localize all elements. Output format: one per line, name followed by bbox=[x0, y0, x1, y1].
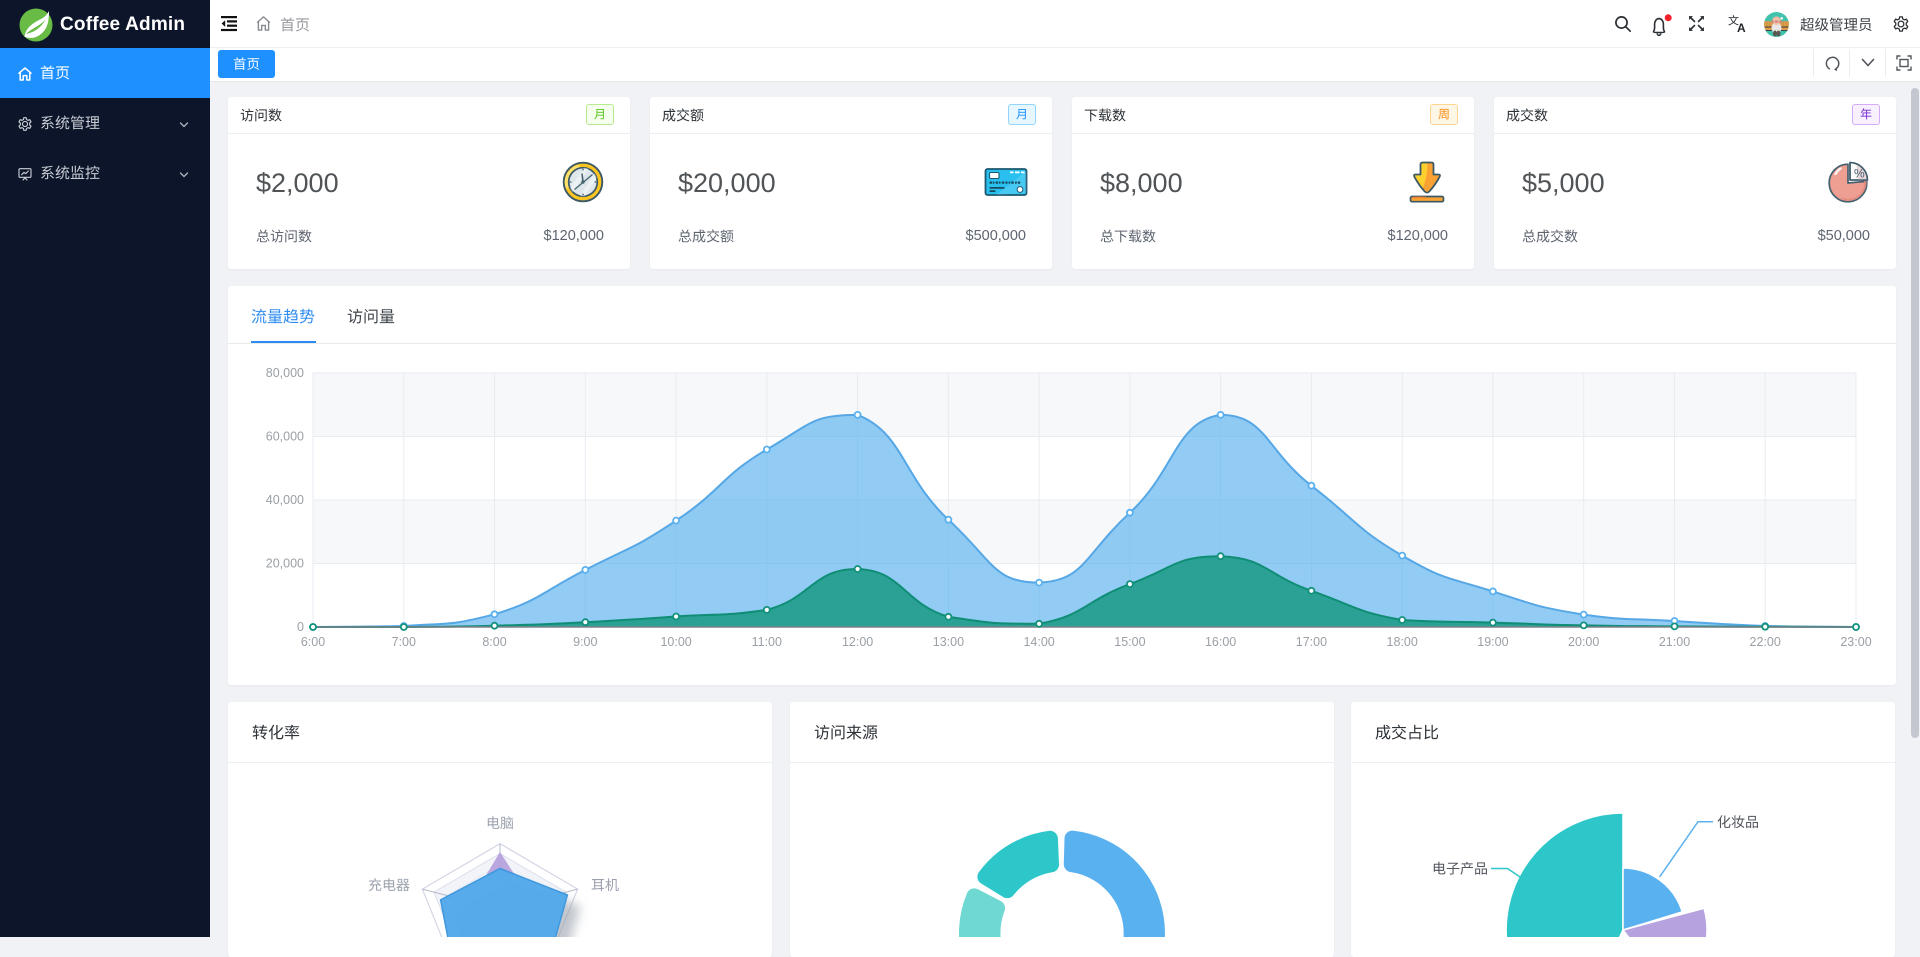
svg-text:8:00: 8:00 bbox=[482, 635, 506, 649]
svg-text:20:00: 20:00 bbox=[1568, 635, 1599, 649]
svg-text:20,000: 20,000 bbox=[266, 557, 304, 571]
svg-text:19:00: 19:00 bbox=[1477, 635, 1508, 649]
svg-text:14:00: 14:00 bbox=[1023, 635, 1054, 649]
svg-text:16:00: 16:00 bbox=[1205, 635, 1236, 649]
svg-text:10:00: 10:00 bbox=[660, 635, 691, 649]
svg-text:7:00: 7:00 bbox=[392, 635, 416, 649]
svg-text:15:00: 15:00 bbox=[1114, 635, 1145, 649]
svg-text:60,000: 60,000 bbox=[266, 430, 304, 444]
svg-text:12:00: 12:00 bbox=[842, 635, 873, 649]
svg-text:18:00: 18:00 bbox=[1387, 635, 1418, 649]
svg-text:0: 0 bbox=[297, 620, 304, 634]
svg-text:40,000: 40,000 bbox=[266, 493, 304, 507]
svg-text:21:00: 21:00 bbox=[1659, 635, 1690, 649]
svg-text:%: % bbox=[1854, 167, 1865, 181]
svg-text:23:00: 23:00 bbox=[1840, 635, 1871, 649]
svg-text:17:00: 17:00 bbox=[1296, 635, 1327, 649]
svg-text:9:00: 9:00 bbox=[573, 635, 597, 649]
svg-text:80,000: 80,000 bbox=[266, 366, 304, 380]
svg-text:22:00: 22:00 bbox=[1750, 635, 1781, 649]
svg-text:11:00: 11:00 bbox=[752, 635, 782, 649]
svg-text:6:00: 6:00 bbox=[301, 635, 325, 649]
svg-text:13:00: 13:00 bbox=[933, 635, 964, 649]
svg-text:A: A bbox=[1737, 21, 1746, 33]
